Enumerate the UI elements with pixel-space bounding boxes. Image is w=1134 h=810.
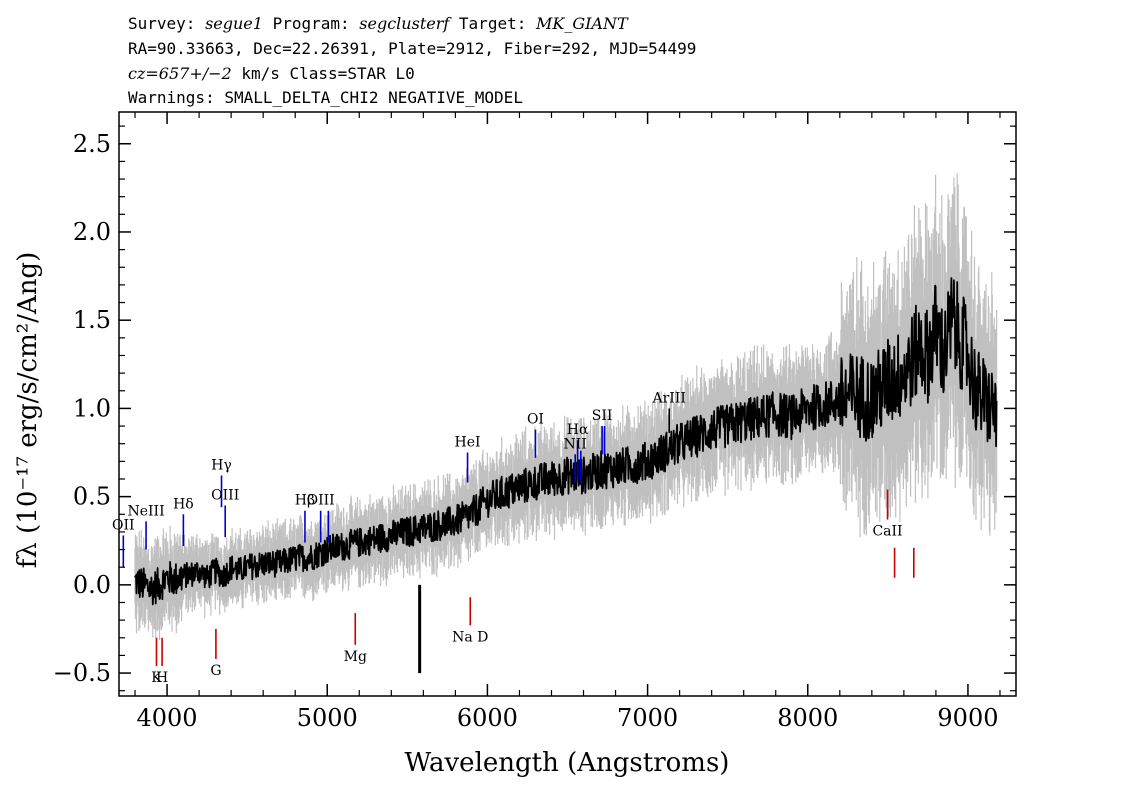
plot-frame (118, 111, 1017, 697)
x-tick-label: 8000 (777, 704, 838, 732)
x-tick-label: 4000 (137, 704, 198, 732)
line-label: OI (527, 412, 544, 428)
plot-area (122, 173, 998, 674)
class-value: km/s Class=STAR L0 (232, 64, 415, 83)
flux-layer (134, 277, 998, 674)
flux-series (134, 277, 998, 606)
header-line-3: cz=657+/−2 km/s Class=STAR L0 (128, 64, 415, 83)
line-label: CaII (872, 524, 902, 540)
program-label: Program: (263, 14, 350, 33)
line-label: Mg (344, 649, 367, 665)
y-tick-label: 2.5 (73, 130, 111, 158)
line-label: OIII (307, 493, 335, 509)
redshift-value: cz=657+/−2 (128, 64, 232, 83)
y-tick-label: 1.5 (73, 306, 111, 334)
x-axis-label: Wavelength (Angstroms) (405, 748, 730, 778)
line-label: NII (564, 436, 587, 452)
x-tick-label: 6000 (457, 704, 518, 732)
line-label: Hα (567, 422, 589, 438)
y-tick-label: 0.0 (73, 571, 111, 599)
y-tick-label: 1.0 (73, 394, 111, 422)
y-tick-label: 0.5 (73, 483, 111, 511)
header-line-4: Warnings: SMALL_DELTA_CHI2 NEGATIVE_MODE… (128, 88, 523, 107)
line-label: H (156, 670, 168, 686)
header-line-1: Survey: segue1 Program: segclusterf Targ… (128, 14, 629, 33)
axis-ticks: 4000 5000 6000 7000 8000 9000 −0.5 0.0 0.5 1.0 1.5… (53, 112, 1016, 732)
header-line-2: RA=90.33663, Dec=22.26391, Plate=2912, F… (128, 39, 696, 58)
line-label: K (151, 670, 162, 686)
x-tick-label: 7000 (617, 704, 678, 732)
line-label: Hδ (173, 496, 194, 512)
y-tick-label: 2.0 (73, 218, 111, 246)
line-label: G (210, 663, 221, 679)
line-label: OII (112, 517, 135, 533)
line-label: ArIII (652, 390, 686, 406)
line-label: NeIII (127, 503, 164, 519)
spectral-line-markers (122, 408, 915, 667)
line-label: Hβ (295, 493, 315, 509)
survey-value: segue1 (205, 14, 263, 33)
y-axis-label: fλ (10⁻¹⁷ erg/s/cm²/Ang) (13, 252, 43, 568)
line-label: HeI (455, 435, 481, 451)
spectrum-header: Survey: segue1 Program: segclusterf Targ… (128, 14, 696, 107)
line-label: OIII (211, 487, 239, 503)
survey-label: Survey: (128, 14, 195, 33)
line-label: Hγ (211, 457, 232, 473)
x-tick-label: 5000 (297, 704, 358, 732)
target-value: MK_GIANT (535, 14, 629, 33)
x-tick-label: 9000 (937, 704, 998, 732)
line-label: SII (592, 408, 613, 424)
program-value: segclusterf (359, 14, 452, 33)
y-tick-label: −0.5 (53, 659, 111, 687)
target-label: Target: (449, 14, 526, 33)
line-label: Na D (452, 629, 488, 645)
